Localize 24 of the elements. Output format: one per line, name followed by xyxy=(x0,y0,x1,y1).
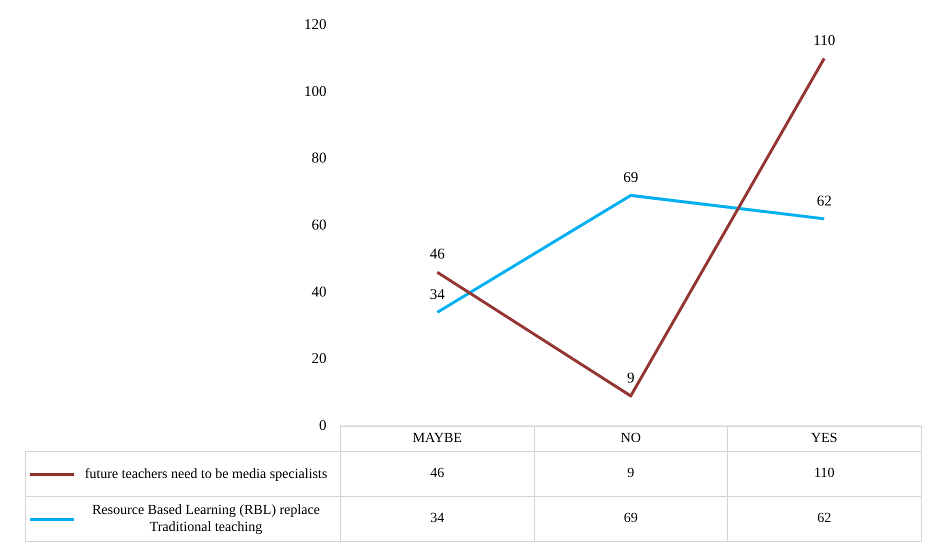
data-label: 46 xyxy=(340,452,534,496)
y-tick-label: 60 xyxy=(312,217,326,234)
x-tick-label: YES xyxy=(728,426,921,452)
y-tick-label: 100 xyxy=(304,84,326,100)
y-tick-label: 40 xyxy=(312,284,326,300)
data-label: 34 xyxy=(340,496,534,542)
legend-label: Resource Based Learning (RBL) replace Traditional teaching xyxy=(91,502,321,536)
legend-label: future teachers need to be media specialists xyxy=(84,466,328,482)
y-tick-label: 80 xyxy=(312,150,326,167)
y-tick-label: 120 xyxy=(304,16,326,33)
annotation: 9 xyxy=(627,370,634,386)
annotation: 69 xyxy=(623,170,638,186)
data-label: 62 xyxy=(728,496,921,542)
annotation: 110 xyxy=(813,32,836,49)
x-tick-label: NO xyxy=(534,426,728,452)
y-tick-label: 20 xyxy=(312,351,326,368)
data-label: 9 xyxy=(534,452,728,496)
annotation: 46 xyxy=(430,246,446,263)
y-tick-label: 0 xyxy=(319,418,326,434)
annotation: 34 xyxy=(430,286,446,303)
data-label: 110 xyxy=(728,452,921,496)
annotation: 62 xyxy=(816,193,832,210)
x-tick-label: MAYBE xyxy=(340,426,534,452)
data-label: 69 xyxy=(534,496,728,542)
